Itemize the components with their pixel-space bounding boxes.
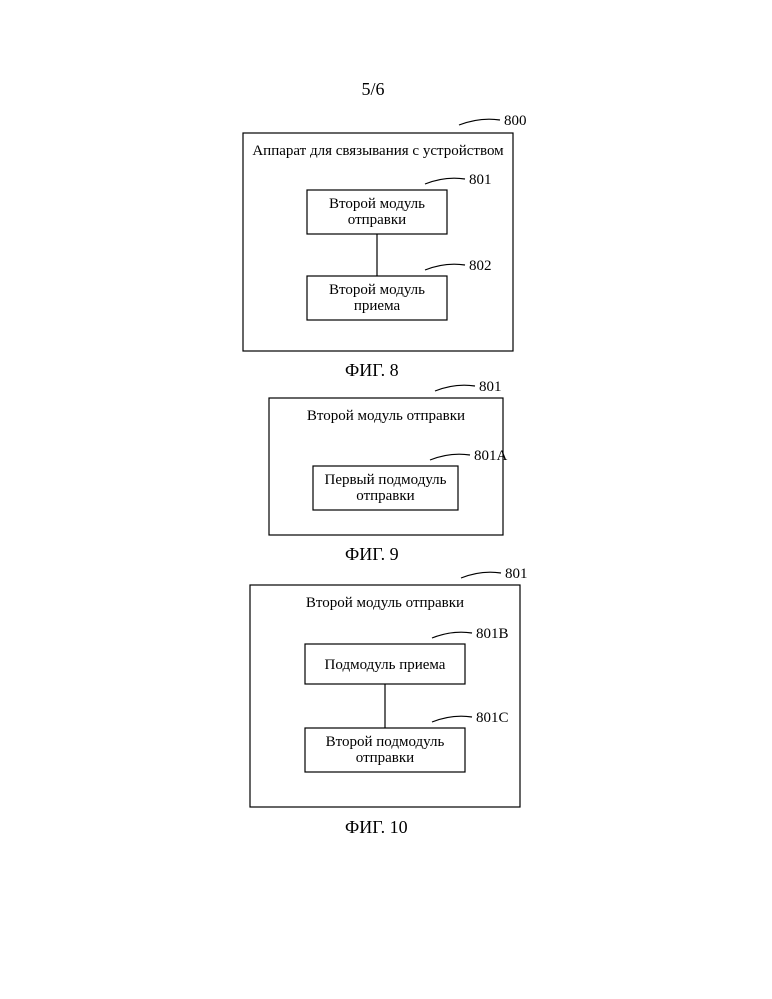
fig8-outer-title: Аппарат для связывания с устройством: [252, 143, 504, 159]
fig10-box1-ref: 801B: [476, 626, 509, 642]
figure-10: 801 Второй модуль отправки 801B Подмодул…: [250, 566, 528, 837]
fig10-outer-ref: 801: [505, 566, 528, 582]
fig8-outer-box: [243, 133, 513, 351]
fig10-box2-ref: 801C: [476, 710, 509, 726]
fig10-outer-leader: [461, 572, 501, 578]
fig10-caption: ФИГ. 10: [345, 817, 408, 837]
fig9-outer-title: Второй модуль отправки: [307, 408, 465, 424]
fig9-box1-ref: 801A: [474, 448, 508, 464]
fig10-box2-leader: [432, 716, 472, 722]
fig8-caption: ФИГ. 8: [345, 360, 399, 380]
fig9-caption: ФИГ. 9: [345, 544, 399, 564]
fig8-outer-leader: [459, 119, 500, 125]
fig8-outer-ref: 800: [504, 113, 527, 129]
fig8-box1-leader: [425, 178, 465, 184]
figure-9: 801 Второй модуль отправки 801A Первый п…: [269, 379, 508, 564]
fig9-box1-line2: отправки: [356, 488, 414, 504]
fig9-box1-leader: [430, 454, 470, 460]
fig9-outer-ref: 801: [479, 379, 502, 395]
fig10-outer-title: Второй модуль отправки: [306, 595, 464, 611]
page-number: 5/6: [361, 79, 384, 99]
fig8-box2-ref: 802: [469, 258, 492, 274]
fig10-box1-line1: Подмодуль приема: [325, 657, 446, 673]
fig8-box1-line2: отправки: [348, 212, 406, 228]
fig10-box1-leader: [432, 632, 472, 638]
fig9-outer-leader: [435, 385, 475, 391]
fig8-box1-line1: Второй модуль: [329, 196, 425, 212]
fig10-box2-line1: Второй подмодуль: [326, 734, 445, 750]
fig9-box1-line1: Первый подмодуль: [324, 472, 446, 488]
fig8-box2-line1: Второй модуль: [329, 282, 425, 298]
fig8-box2-line2: приема: [354, 298, 401, 314]
figure-8: 800 Аппарат для связывания с устройством…: [243, 113, 527, 380]
fig8-box1-ref: 801: [469, 172, 492, 188]
fig8-box2-leader: [425, 264, 465, 270]
fig10-box2-line2: отправки: [356, 750, 414, 766]
